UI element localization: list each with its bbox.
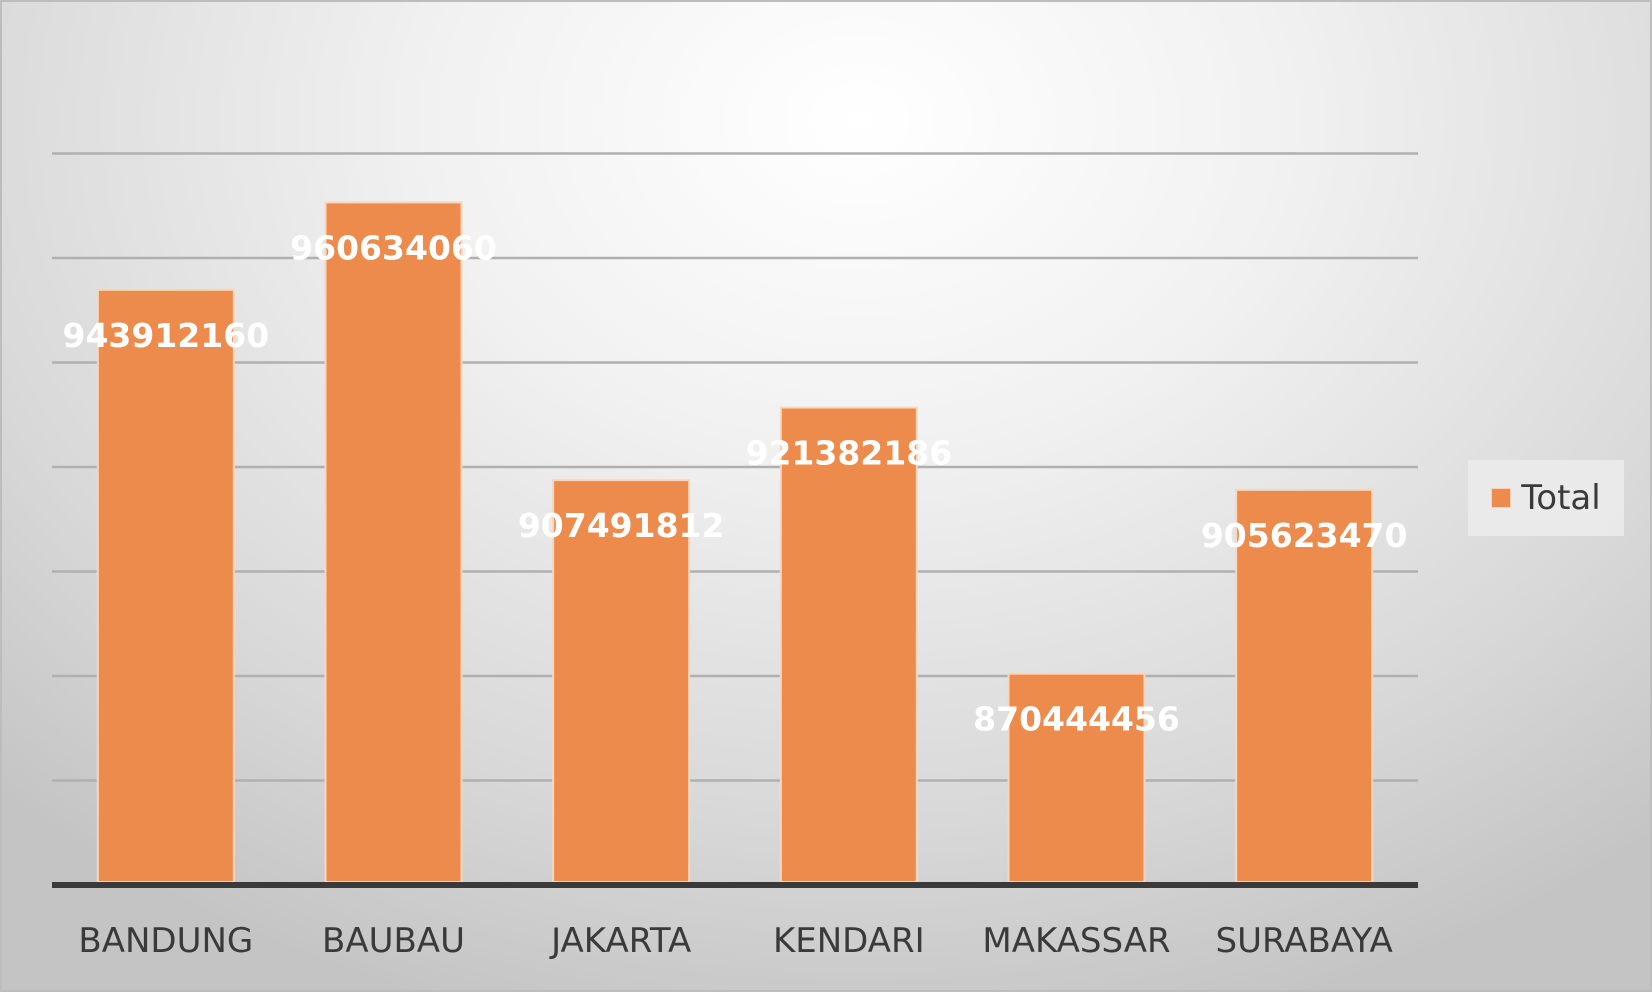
legend-label: Total — [1521, 478, 1601, 518]
data-label-jakarta: 907491812 — [518, 506, 725, 545]
bar-makassar — [1007, 672, 1146, 884]
category-label-kendari: KENDARI — [773, 921, 925, 961]
bars — [96, 201, 1374, 884]
legend-swatch — [1491, 488, 1512, 508]
legend: Total — [1468, 460, 1624, 536]
gridlines — [52, 152, 1418, 782]
data-label-makassar: 870444456 — [973, 700, 1180, 739]
data-labels: 943912160 960634060 907491812 921382186 8704… — [63, 228, 1408, 738]
data-label-bandung: 943912160 — [63, 316, 270, 355]
data-label-surabaya: 905623470 — [1201, 516, 1408, 555]
category-labels: BANDUNG BAUBAU JAKARTA KENDARI MAKASSAR SURAB… — [78, 921, 1392, 961]
category-label-surabaya: SURABAYA — [1216, 921, 1393, 961]
bar-jakarta — [552, 479, 691, 883]
category-label-baubau: BAUBAU — [322, 921, 465, 961]
bar-baubau — [324, 201, 463, 884]
bar-surabaya — [1235, 488, 1374, 883]
bar-kendari — [779, 406, 918, 883]
category-label-makassar: MAKASSAR — [982, 921, 1170, 961]
data-label-kendari: 921382186 — [746, 434, 953, 473]
category-label-bandung: BANDUNG — [78, 921, 253, 961]
data-label-baubau: 960634060 — [290, 228, 497, 267]
bar-bandung — [96, 288, 235, 883]
category-label-jakarta: JAKARTA — [549, 921, 691, 961]
